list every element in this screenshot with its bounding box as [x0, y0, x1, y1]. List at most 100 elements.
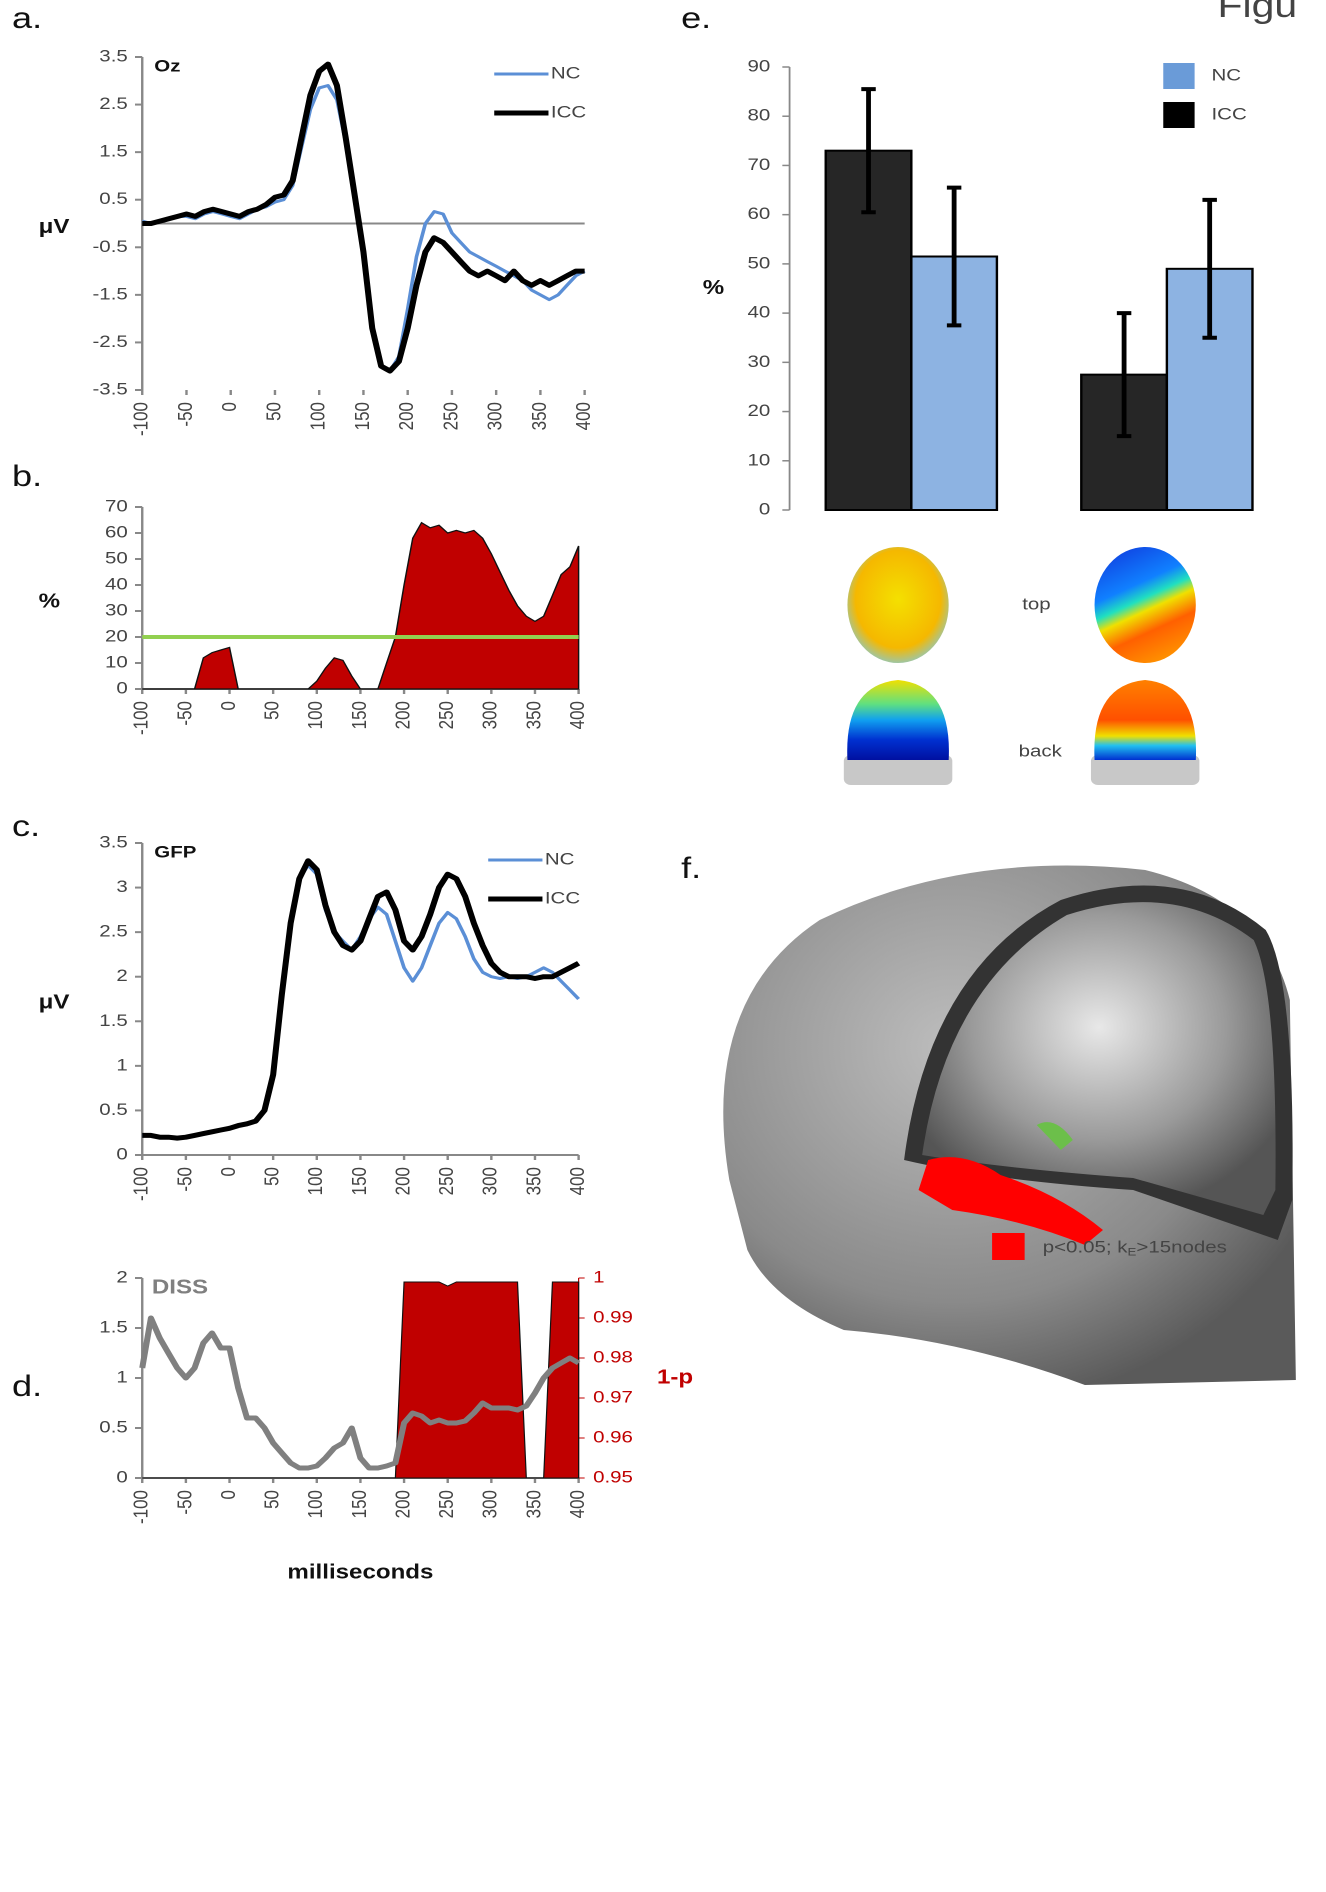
x-tick-label: -50	[173, 1490, 196, 1515]
x-tick-label: 400	[572, 402, 595, 430]
y-tick-label: 0	[759, 499, 770, 518]
y-tick-label: 0	[116, 678, 127, 697]
panel-title: Oz	[154, 56, 180, 75]
y-tick-label: 10	[105, 652, 128, 671]
legend-subscript: E	[1128, 1246, 1137, 1259]
y-tick-label: 50	[747, 253, 770, 272]
panel-letter: c.	[12, 810, 40, 843]
y-axis-label: μV	[39, 990, 70, 1013]
legend-swatch	[1163, 63, 1194, 89]
x-tick-label: 0	[216, 1167, 239, 1176]
y-tick-label: 0	[116, 1144, 127, 1163]
y-tick-label: 3.5	[99, 46, 127, 65]
legend-label: ICC	[551, 102, 586, 121]
x-tick-label: -50	[173, 1167, 196, 1192]
x-tick-label: 50	[260, 1490, 283, 1509]
y-tick-label: -3.5	[92, 379, 127, 398]
panel-letter: d.	[12, 1370, 42, 1403]
panel-letter: a.	[12, 2, 42, 35]
y-tick-label: 2	[116, 966, 127, 985]
legend-label: NC	[551, 63, 581, 82]
x-tick-label: 350	[522, 701, 545, 729]
x-tick-label: 150	[347, 1490, 370, 1518]
x-tick-label: 100	[304, 701, 327, 729]
y-tick-label: 70	[105, 496, 128, 515]
y2-tick-label: 0.99	[593, 1307, 633, 1326]
panel-letter: b.	[12, 460, 42, 493]
y-tick-label: 2	[116, 1267, 127, 1286]
y-tick-label: 30	[747, 351, 770, 370]
y-tick-label: 3	[116, 877, 127, 896]
x-tick-label: 100	[304, 1167, 327, 1195]
x-tick-label: -100	[129, 1167, 152, 1201]
x-tick-label: 100	[306, 402, 329, 430]
panel-letter: e.	[681, 2, 711, 35]
x-axis-label: milliseconds	[287, 1560, 433, 1583]
y-tick-label: 20	[105, 626, 128, 645]
x-tick-label: -50	[173, 701, 196, 726]
legend-text: p<0.05; k	[1043, 1237, 1128, 1256]
line	[142, 861, 578, 1138]
y-tick-label: 60	[105, 522, 128, 541]
y2-tick-label: 1	[593, 1267, 604, 1286]
legend-label: ICC	[1211, 104, 1246, 123]
legend-suffix: >15nodes	[1136, 1237, 1227, 1256]
y-tick-label: 10	[747, 450, 770, 469]
x-tick-label: 400	[566, 1490, 589, 1518]
x-tick-label: -100	[129, 1490, 152, 1524]
x-tick-label: 200	[395, 402, 418, 430]
y-tick-label: 40	[105, 574, 128, 593]
y2-tick-label: 0.97	[593, 1387, 633, 1406]
y-tick-label: 2.5	[99, 921, 127, 940]
line	[142, 86, 584, 372]
x-tick-label: 300	[478, 701, 501, 729]
y-tick-label: 30	[105, 600, 128, 619]
y2-tick-label: 0.95	[593, 1467, 633, 1486]
y-tick-label: 1.5	[99, 1317, 127, 1336]
x-tick-label: 0	[218, 402, 241, 411]
legend-swatch	[1163, 102, 1194, 128]
y-tick-label: -1.5	[92, 284, 127, 303]
legend-label: NC	[545, 849, 575, 868]
y-tick-label: 1	[116, 1367, 127, 1386]
x-tick-label: 250	[435, 1490, 458, 1518]
x-tick-label: 50	[260, 701, 283, 720]
y-tick-label: 3.5	[99, 832, 127, 851]
x-tick-label: 350	[527, 402, 550, 430]
x-tick-label: 0	[216, 701, 239, 710]
map-label: back	[1019, 741, 1063, 760]
x-tick-label: 50	[260, 1167, 283, 1186]
x-tick-label: 400	[566, 1167, 589, 1195]
x-tick-label: 0	[216, 1490, 239, 1499]
y-tick-label: 0.5	[99, 1100, 127, 1119]
x-tick-label: 300	[478, 1167, 501, 1195]
legend-label: NC	[1211, 65, 1241, 84]
x-tick-label: 150	[350, 402, 373, 430]
y-tick-label: 0.5	[99, 1417, 127, 1436]
y-tick-label: 0	[116, 1467, 127, 1486]
x-tick-label: 150	[347, 701, 370, 729]
y2-axis-label: 1-p	[657, 1365, 693, 1388]
series-label: DISS	[152, 1275, 208, 1298]
figure: Figu a.-3.5-2.5-1.5-0.50.51.52.53.5-100-…	[0, 0, 1326, 1892]
x-tick-label: 300	[478, 1490, 501, 1518]
y-tick-label: 40	[747, 302, 770, 321]
y-tick-label: -0.5	[92, 236, 127, 255]
x-tick-label: 400	[566, 701, 589, 729]
legend-label: ICC	[545, 888, 580, 907]
y2-tick-label: 0.98	[593, 1347, 633, 1366]
x-tick-label: 100	[304, 1490, 327, 1518]
x-tick-label: 250	[439, 402, 462, 430]
panel-title: GFP	[154, 842, 196, 861]
x-tick-label: 150	[347, 1167, 370, 1195]
x-tick-label: 250	[435, 1167, 458, 1195]
panel-letter: f.	[681, 852, 701, 885]
y-axis-label: μV	[39, 215, 70, 238]
y-tick-label: 2.5	[99, 94, 127, 113]
legend-swatch	[992, 1233, 1025, 1260]
y-tick-label: -2.5	[92, 332, 127, 351]
x-tick-label: -100	[129, 701, 152, 735]
y-tick-label: 70	[747, 155, 770, 174]
x-tick-label: -100	[129, 402, 152, 436]
brain-render	[723, 866, 1296, 1385]
